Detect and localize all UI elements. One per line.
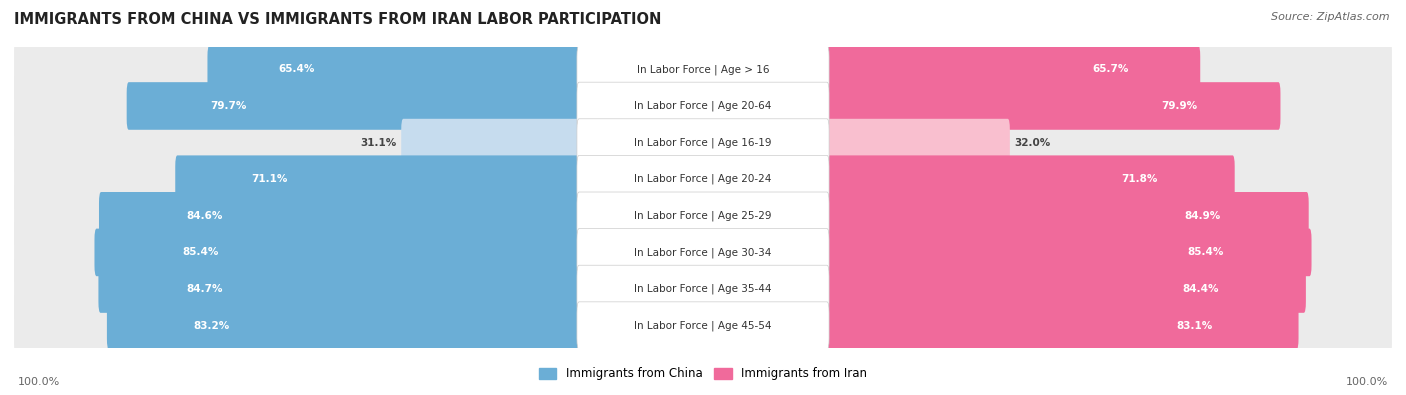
FancyBboxPatch shape bbox=[576, 82, 830, 130]
FancyBboxPatch shape bbox=[576, 265, 830, 313]
FancyBboxPatch shape bbox=[14, 181, 1392, 250]
Text: 71.1%: 71.1% bbox=[252, 174, 288, 184]
Text: In Labor Force | Age 16-19: In Labor Force | Age 16-19 bbox=[634, 137, 772, 148]
FancyBboxPatch shape bbox=[825, 119, 1010, 166]
Text: 100.0%: 100.0% bbox=[1346, 377, 1388, 387]
FancyBboxPatch shape bbox=[825, 192, 1309, 240]
FancyBboxPatch shape bbox=[576, 119, 830, 166]
FancyBboxPatch shape bbox=[107, 302, 581, 350]
FancyBboxPatch shape bbox=[14, 108, 1392, 177]
Text: 79.9%: 79.9% bbox=[1161, 101, 1197, 111]
Text: 84.9%: 84.9% bbox=[1185, 211, 1220, 221]
FancyBboxPatch shape bbox=[14, 145, 1392, 214]
FancyBboxPatch shape bbox=[825, 82, 1281, 130]
Text: In Labor Force | Age 35-44: In Labor Force | Age 35-44 bbox=[634, 284, 772, 294]
FancyBboxPatch shape bbox=[825, 45, 1201, 93]
Text: 84.7%: 84.7% bbox=[186, 284, 222, 294]
FancyBboxPatch shape bbox=[14, 35, 1392, 104]
Text: IMMIGRANTS FROM CHINA VS IMMIGRANTS FROM IRAN LABOR PARTICIPATION: IMMIGRANTS FROM CHINA VS IMMIGRANTS FROM… bbox=[14, 12, 661, 27]
Text: 83.1%: 83.1% bbox=[1175, 321, 1212, 331]
FancyBboxPatch shape bbox=[576, 155, 830, 203]
FancyBboxPatch shape bbox=[14, 291, 1392, 360]
FancyBboxPatch shape bbox=[14, 218, 1392, 287]
FancyBboxPatch shape bbox=[98, 265, 581, 313]
FancyBboxPatch shape bbox=[825, 265, 1306, 313]
FancyBboxPatch shape bbox=[14, 71, 1392, 141]
Text: 85.4%: 85.4% bbox=[183, 247, 219, 258]
Text: In Labor Force | Age 45-54: In Labor Force | Age 45-54 bbox=[634, 320, 772, 331]
Text: 32.0%: 32.0% bbox=[1015, 137, 1050, 148]
Text: In Labor Force | Age 30-34: In Labor Force | Age 30-34 bbox=[634, 247, 772, 258]
Text: 83.2%: 83.2% bbox=[193, 321, 229, 331]
Text: 84.4%: 84.4% bbox=[1182, 284, 1219, 294]
FancyBboxPatch shape bbox=[576, 302, 830, 350]
Text: 65.7%: 65.7% bbox=[1092, 64, 1129, 74]
Text: 85.4%: 85.4% bbox=[1187, 247, 1223, 258]
FancyBboxPatch shape bbox=[576, 45, 830, 93]
FancyBboxPatch shape bbox=[825, 302, 1299, 350]
Legend: Immigrants from China, Immigrants from Iran: Immigrants from China, Immigrants from I… bbox=[534, 363, 872, 385]
FancyBboxPatch shape bbox=[825, 155, 1234, 203]
FancyBboxPatch shape bbox=[176, 155, 581, 203]
Text: In Labor Force | Age > 16: In Labor Force | Age > 16 bbox=[637, 64, 769, 75]
Text: 31.1%: 31.1% bbox=[360, 137, 396, 148]
FancyBboxPatch shape bbox=[94, 229, 581, 276]
FancyBboxPatch shape bbox=[208, 45, 581, 93]
FancyBboxPatch shape bbox=[14, 254, 1392, 324]
Text: Source: ZipAtlas.com: Source: ZipAtlas.com bbox=[1271, 12, 1389, 22]
FancyBboxPatch shape bbox=[98, 192, 581, 240]
FancyBboxPatch shape bbox=[127, 82, 581, 130]
FancyBboxPatch shape bbox=[401, 119, 581, 166]
Text: 79.7%: 79.7% bbox=[209, 101, 246, 111]
Text: 71.8%: 71.8% bbox=[1122, 174, 1159, 184]
FancyBboxPatch shape bbox=[825, 229, 1312, 276]
Text: 65.4%: 65.4% bbox=[278, 64, 315, 74]
FancyBboxPatch shape bbox=[576, 192, 830, 240]
Text: In Labor Force | Age 20-24: In Labor Force | Age 20-24 bbox=[634, 174, 772, 184]
Text: 100.0%: 100.0% bbox=[18, 377, 60, 387]
Text: 84.6%: 84.6% bbox=[187, 211, 224, 221]
Text: In Labor Force | Age 25-29: In Labor Force | Age 25-29 bbox=[634, 211, 772, 221]
Text: In Labor Force | Age 20-64: In Labor Force | Age 20-64 bbox=[634, 101, 772, 111]
FancyBboxPatch shape bbox=[576, 229, 830, 276]
